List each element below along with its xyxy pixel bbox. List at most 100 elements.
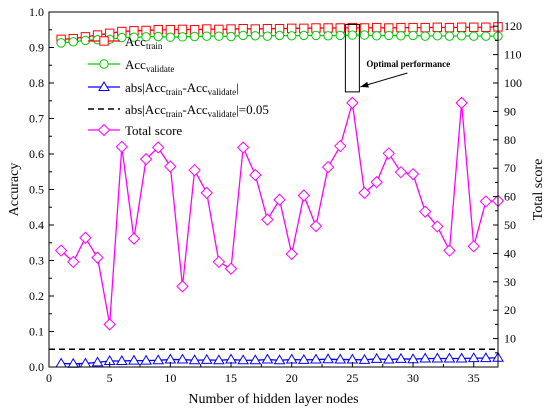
data-point <box>408 30 418 41</box>
data-point <box>152 141 165 154</box>
x-tick-label: 0 <box>46 371 52 385</box>
y-tick-label: 0.8 <box>29 76 44 90</box>
data-point <box>481 31 491 41</box>
data-point <box>431 220 444 233</box>
legend-label-part: Acc <box>125 34 146 49</box>
annotation-arrowhead <box>360 81 369 88</box>
y2-tick-label: 120 <box>504 19 522 33</box>
y2-tick-label: 90 <box>504 104 516 118</box>
data-point <box>334 139 347 153</box>
data-point <box>432 22 443 32</box>
data-point <box>371 22 382 33</box>
legend-label-part: validate <box>208 109 237 119</box>
legend-label-part: abs|Acc <box>125 102 166 117</box>
data-point <box>444 22 455 33</box>
legend-label-part: Acc <box>125 57 146 72</box>
data-point <box>467 240 480 253</box>
legend-swatch-marker <box>97 123 111 137</box>
data-point <box>456 22 467 32</box>
data-point <box>55 357 68 368</box>
data-point <box>153 31 163 42</box>
data-point <box>273 354 286 365</box>
data-point <box>91 251 104 264</box>
data-point <box>212 255 226 269</box>
data-point <box>188 163 201 177</box>
data-point <box>68 37 78 47</box>
data-point <box>67 255 80 269</box>
data-point <box>297 353 310 364</box>
data-point <box>311 30 321 41</box>
data-point <box>237 354 250 365</box>
data-point <box>334 353 347 364</box>
data-point <box>479 352 492 363</box>
y2-tick-label: 30 <box>504 275 516 289</box>
data-point <box>346 353 359 364</box>
data-point <box>382 353 395 364</box>
data-point <box>129 32 139 42</box>
data-point <box>249 168 262 182</box>
data-point <box>176 353 189 364</box>
data-point <box>481 22 491 32</box>
y-tick-label: 0.3 <box>29 254 44 268</box>
y-tick-label: 0.9 <box>29 41 44 55</box>
y2-tick-label: 80 <box>504 133 516 147</box>
data-point <box>382 147 395 160</box>
data-point <box>299 30 309 41</box>
data-point <box>224 262 238 275</box>
y2-tick-label: 60 <box>504 190 516 204</box>
data-point <box>91 356 104 367</box>
data-point <box>443 352 456 363</box>
data-point <box>127 232 141 245</box>
x-tick-label: 35 <box>468 371 480 385</box>
series-2 <box>55 351 504 368</box>
data-point <box>285 247 298 261</box>
data-point <box>432 31 443 41</box>
data-point <box>188 354 201 365</box>
data-point <box>443 244 456 257</box>
data-point <box>359 30 370 40</box>
data-point <box>236 141 250 154</box>
data-point <box>285 353 298 364</box>
data-point <box>455 352 468 363</box>
data-point <box>309 219 323 233</box>
data-point <box>431 352 444 363</box>
data-point <box>176 280 189 293</box>
data-point <box>467 352 480 363</box>
data-point <box>456 31 467 41</box>
data-point <box>395 352 407 363</box>
x-tick-label: 30 <box>407 371 419 385</box>
data-point <box>287 31 297 41</box>
data-point <box>396 22 406 33</box>
legend-label-part: | <box>236 80 239 95</box>
y2-tick-label: 110 <box>504 48 522 62</box>
optimal-performance-box <box>344 23 360 93</box>
legend-label: Total score <box>125 123 182 138</box>
data-point <box>214 31 224 41</box>
data-point <box>200 353 213 364</box>
x-tick-label: 25 <box>346 371 358 385</box>
data-point <box>115 140 129 154</box>
data-point <box>117 32 127 43</box>
y-tick-label: 0.5 <box>29 183 44 197</box>
data-point <box>396 31 406 41</box>
data-point <box>140 354 152 365</box>
legend-label: abs|Acctrain-Accvalidate|=0.05 <box>125 102 269 119</box>
y2-tick-label: 100 <box>504 76 522 90</box>
data-point <box>418 205 432 218</box>
data-point <box>226 31 236 42</box>
y2-tick-label: 40 <box>504 246 516 260</box>
data-point <box>213 354 225 365</box>
legend-label-part: validate <box>146 64 175 74</box>
data-point <box>384 30 394 41</box>
data-point <box>250 31 260 41</box>
data-point <box>358 186 371 200</box>
data-point <box>394 165 408 179</box>
data-point <box>225 353 237 364</box>
data-point <box>358 353 371 364</box>
data-point <box>322 353 334 364</box>
legend-label-part: train <box>146 41 163 51</box>
series-4 <box>54 96 505 331</box>
y-tick-label: 0.2 <box>29 289 44 303</box>
data-point <box>261 353 274 364</box>
